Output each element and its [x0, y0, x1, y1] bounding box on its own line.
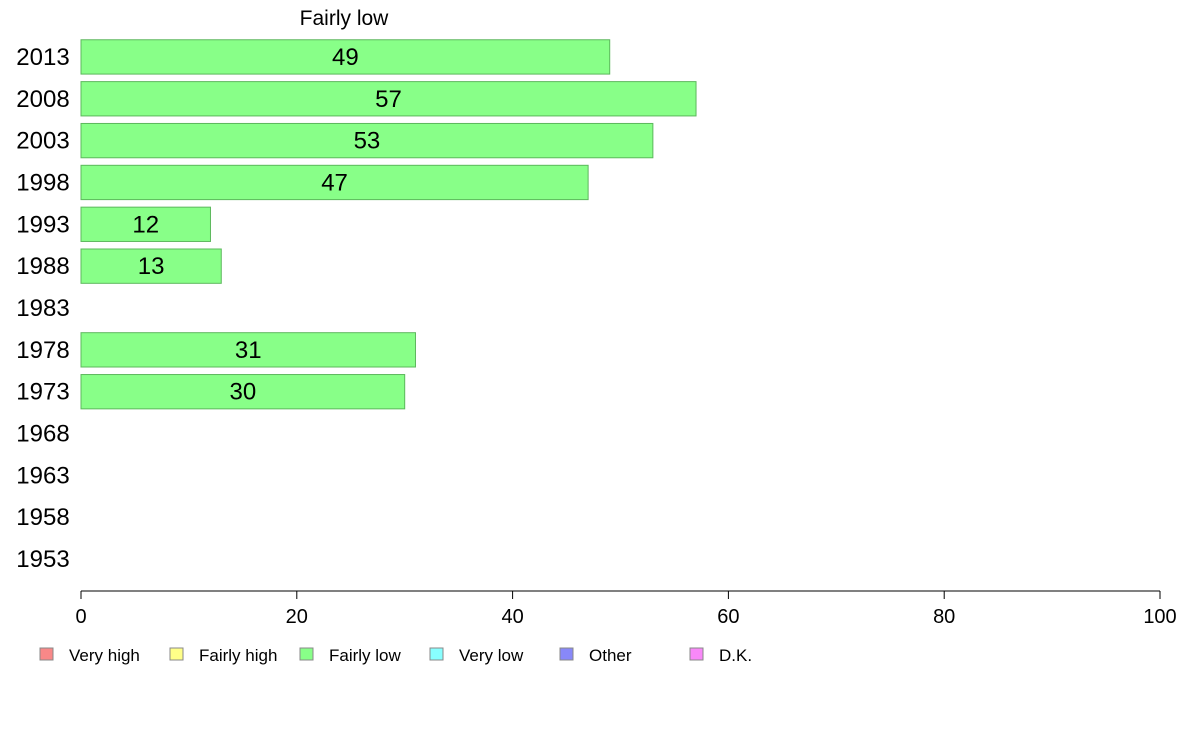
chart-title: Fairly low: [300, 7, 390, 30]
data-label-2013: 49: [332, 44, 359, 71]
y-tick-label-1958: 1958: [16, 504, 69, 531]
x-tick-label-0: 0: [75, 606, 86, 628]
data-label-1998: 47: [321, 169, 348, 196]
legend-label-other: Other: [589, 646, 632, 665]
legend-swatch-fairly-high: [169, 647, 184, 661]
x-tick-label-60: 60: [717, 606, 739, 628]
y-tick-label-1978: 1978: [16, 337, 69, 364]
data-label-1988: 13: [138, 253, 165, 280]
x-axis: 0 20 40 60 80 100: [75, 590, 1177, 628]
y-tick-label-1988: 1988: [16, 253, 69, 280]
legend-label-very-high: Very high: [69, 646, 140, 665]
bar-1973: [80, 374, 406, 410]
y-tick-label-1963: 1963: [16, 462, 69, 489]
bar-1978: [80, 332, 416, 368]
data-label-2003: 53: [354, 128, 381, 155]
data-label-1978: 31: [235, 337, 262, 364]
y-tick-label-1968: 1968: [16, 421, 69, 448]
y-tick-label-1993: 1993: [16, 211, 69, 238]
bar-1993: [80, 206, 211, 242]
x-tick-label-40: 40: [501, 606, 523, 628]
bar-2003: [80, 122, 654, 159]
y-tick-label-2013: 2013: [16, 44, 69, 71]
bar-1998: [80, 164, 589, 201]
bar-1988: [80, 248, 222, 284]
legend-swatch-other: [559, 647, 574, 661]
legend-label-fairly-high: Fairly high: [199, 646, 277, 665]
legend-swatch-very-high: [39, 647, 54, 661]
y-tick-label-1953: 1953: [16, 546, 69, 573]
y-axis-labels: 2013 2008 2003 1998 1993 1988 1983 1978 1973 1968…: [16, 44, 69, 573]
y-tick-label-1973: 1973: [16, 379, 69, 406]
bar-2008: [80, 81, 697, 117]
legend-label-very-low: Very low: [459, 646, 524, 665]
legend-label-fairly-low: Fairly low: [329, 646, 402, 665]
y-tick-label-2003: 2003: [16, 128, 69, 155]
x-tick-label-20: 20: [286, 606, 308, 628]
legend: Very high Fairly high Fairly low Very low Ot…: [39, 646, 752, 665]
data-label-1993: 12: [132, 211, 159, 238]
y-tick-label-2008: 2008: [16, 86, 69, 113]
data-label-1973: 30: [229, 379, 256, 406]
x-tick-label-100: 100: [1143, 606, 1176, 628]
data-label-2008: 57: [375, 86, 402, 113]
x-tick-label-80: 80: [933, 606, 955, 628]
y-tick-label-1998: 1998: [16, 169, 69, 196]
legend-swatch-fairly-low: [299, 647, 314, 661]
y-tick-label-1983: 1983: [16, 295, 69, 322]
legend-label-d-k: D.K.: [719, 646, 752, 665]
bar-2013: [80, 39, 611, 75]
legend-swatch-very-low: [429, 647, 444, 661]
legend-swatch-d-k: [689, 647, 704, 661]
